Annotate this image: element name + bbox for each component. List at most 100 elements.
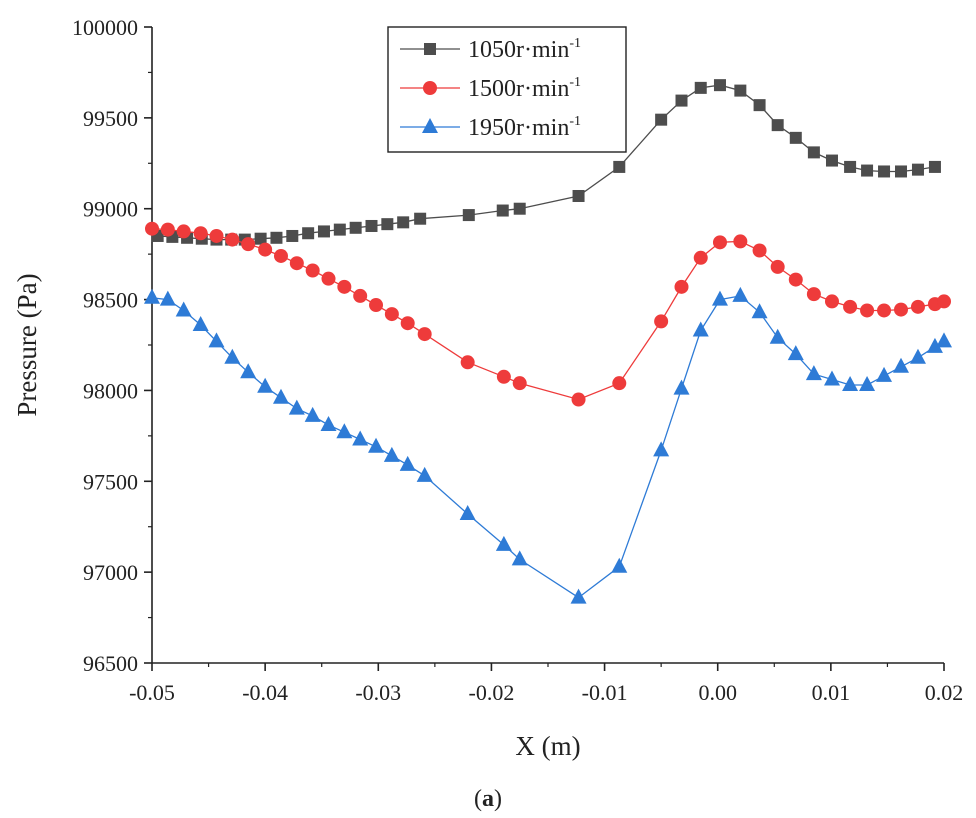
y-tick-label: 97000 xyxy=(83,560,138,585)
data-point xyxy=(673,379,690,395)
data-point xyxy=(369,298,384,313)
data-point xyxy=(571,392,586,407)
data-point xyxy=(674,279,689,294)
data-point xyxy=(496,369,511,384)
series-line xyxy=(151,295,945,599)
data-point xyxy=(209,228,224,243)
data-point xyxy=(225,232,240,247)
data-point xyxy=(806,287,821,302)
data-point xyxy=(302,227,315,240)
legend-marker xyxy=(423,81,437,95)
x-tick-label: 0.00 xyxy=(698,680,737,705)
data-point xyxy=(894,302,909,317)
data-point xyxy=(365,219,378,232)
data-point xyxy=(860,303,875,318)
series-2 xyxy=(145,221,951,407)
data-point xyxy=(843,299,858,314)
data-point xyxy=(304,406,321,422)
data-point xyxy=(694,81,707,94)
legend-marker xyxy=(422,118,438,133)
data-point xyxy=(397,216,410,229)
data-point xyxy=(496,204,509,217)
data-point xyxy=(286,229,299,242)
x-tick-label: -0.04 xyxy=(242,680,288,705)
data-point xyxy=(241,237,256,252)
data-point xyxy=(224,348,241,364)
data-point xyxy=(570,588,587,604)
data-point xyxy=(317,225,330,238)
legend-label: 1950r·min-1 xyxy=(468,114,581,141)
data-point xyxy=(320,415,337,431)
data-point xyxy=(192,316,209,332)
data-point xyxy=(400,316,415,331)
data-point xyxy=(675,94,688,107)
data-point xyxy=(513,202,526,215)
y-tick-label: 98500 xyxy=(83,288,138,313)
data-point xyxy=(859,375,876,391)
data-point xyxy=(159,290,176,306)
y-tick-label: 99000 xyxy=(83,197,138,222)
data-point xyxy=(713,79,726,92)
data-point xyxy=(876,366,893,382)
data-point xyxy=(844,160,857,173)
data-point xyxy=(805,365,822,381)
data-point xyxy=(337,279,352,294)
legend-label: 1050r·min-1 xyxy=(468,36,581,63)
y-tick-label: 96500 xyxy=(83,651,138,676)
data-point xyxy=(824,294,839,309)
data-point xyxy=(893,357,910,373)
x-tick-label: 0.02 xyxy=(925,680,964,705)
data-point xyxy=(416,466,433,482)
data-point xyxy=(732,286,749,302)
data-point xyxy=(399,455,416,471)
data-point xyxy=(258,242,273,257)
data-point xyxy=(734,84,747,97)
data-point xyxy=(273,248,288,263)
data-point xyxy=(653,441,670,457)
data-point xyxy=(823,370,840,386)
data-point xyxy=(353,288,368,303)
data-point xyxy=(349,221,362,234)
x-tick-label: -0.05 xyxy=(129,680,175,705)
y-axis-title: Pressure (Pa) xyxy=(12,273,42,416)
data-point xyxy=(352,430,369,446)
data-point xyxy=(381,218,394,231)
data-point xyxy=(911,163,924,176)
legend-label: 1500r·min-1 xyxy=(468,75,581,102)
data-point xyxy=(512,376,527,391)
y-tick-label: 98000 xyxy=(83,378,138,403)
data-point xyxy=(572,189,585,202)
data-point xyxy=(787,345,804,361)
data-point xyxy=(305,263,320,278)
data-point xyxy=(926,337,943,353)
data-point xyxy=(877,303,892,318)
legend-marker xyxy=(424,43,436,55)
data-point xyxy=(655,113,668,126)
data-point xyxy=(336,423,353,439)
y-tick-label: 97500 xyxy=(83,469,138,494)
data-point xyxy=(693,250,708,265)
data-point xyxy=(753,99,766,112)
data-point xyxy=(462,209,475,222)
data-point xyxy=(612,376,627,391)
series-line xyxy=(151,228,945,401)
x-tick-label: 0.01 xyxy=(812,680,851,705)
data-point xyxy=(712,235,727,250)
data-point xyxy=(937,294,951,309)
data-point xyxy=(733,234,748,249)
data-point xyxy=(459,504,476,520)
data-point xyxy=(145,221,159,236)
series-3 xyxy=(144,286,952,604)
data-point xyxy=(175,301,192,317)
x-tick-label: -0.03 xyxy=(355,680,401,705)
data-point xyxy=(208,332,225,348)
data-point xyxy=(654,314,669,329)
data-point xyxy=(288,399,305,415)
data-point xyxy=(254,232,267,245)
data-point xyxy=(807,146,820,159)
data-point xyxy=(789,131,802,144)
data-point xyxy=(788,272,803,287)
axes: 96500 97000 97500 98000 98500 99000 99500 10000… xyxy=(12,15,963,761)
data-point xyxy=(321,271,336,286)
